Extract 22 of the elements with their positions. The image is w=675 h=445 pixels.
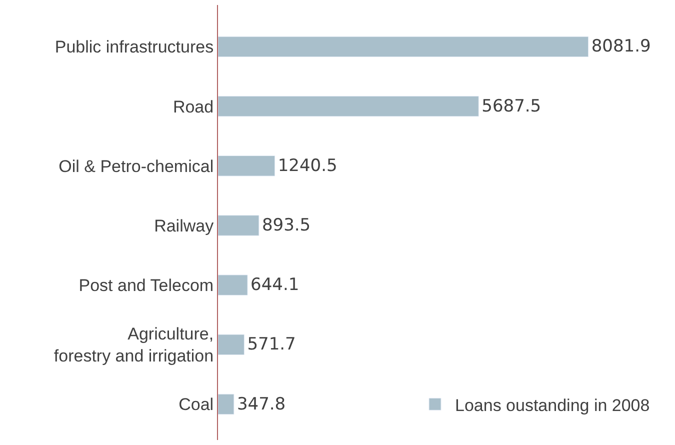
- data-label: 1240.5: [278, 156, 338, 176]
- bar: [218, 394, 234, 415]
- bar: [218, 274, 248, 296]
- data-label: 5687.5: [482, 96, 542, 116]
- bar: [218, 36, 589, 58]
- data-label: 571.7: [247, 334, 296, 355]
- y-tick-label: Coal: [178, 395, 214, 414]
- data-label: 8081.9: [591, 36, 651, 57]
- y-tick-label: Agriculture, forestry and irrigation: [54, 324, 214, 366]
- y-tick-label: Railway: [154, 216, 214, 236]
- bar: [218, 215, 260, 236]
- data-label: 644.1: [250, 275, 300, 296]
- data-label: 893.5: [262, 215, 311, 236]
- y-tick-label: Public infrastructures: [54, 38, 214, 57]
- bar: [218, 156, 276, 176]
- bar: [218, 96, 479, 117]
- y-tick-label: Post and Telecom: [78, 276, 214, 296]
- bar: [218, 334, 244, 356]
- data-label: 347.8: [236, 394, 286, 414]
- legend-label: Loans oustanding in 2008: [455, 396, 650, 415]
- y-tick-label: Oil & Petro-chemical: [58, 156, 214, 176]
- y-tick-label: Road: [172, 97, 214, 116]
